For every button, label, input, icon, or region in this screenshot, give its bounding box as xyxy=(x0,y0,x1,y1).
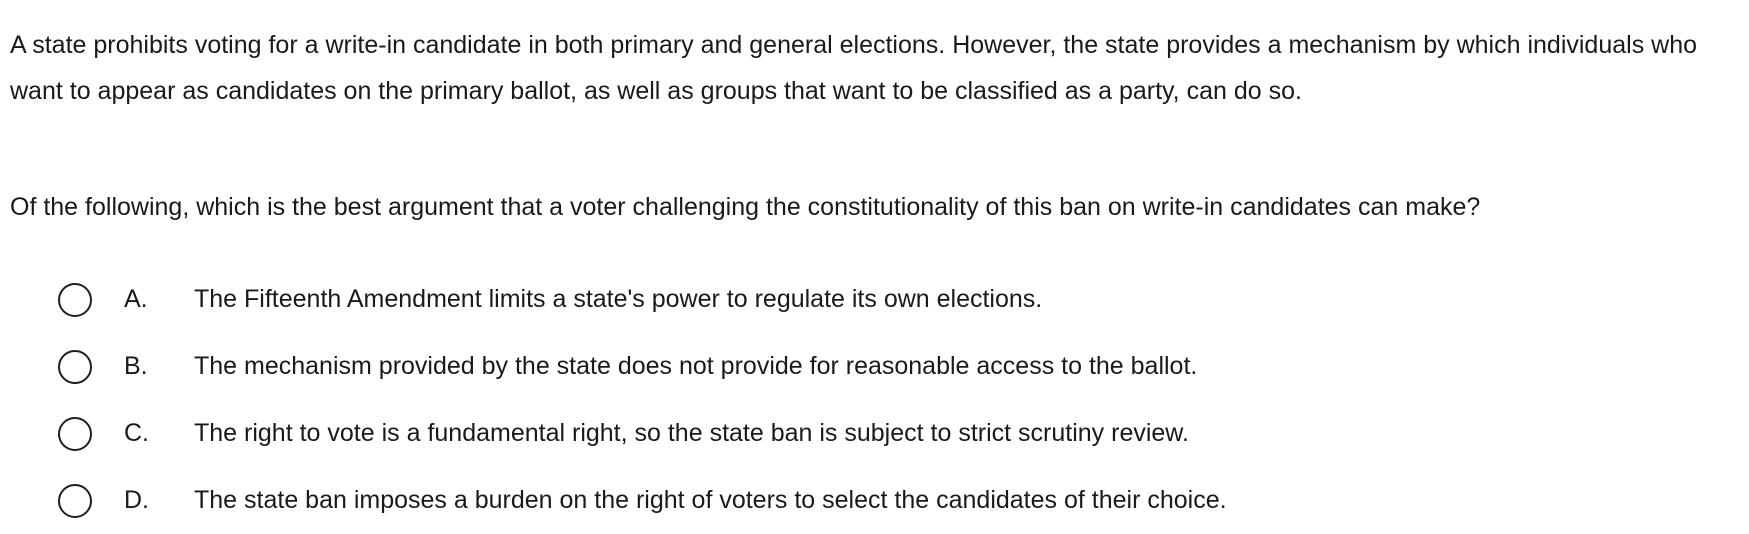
radio-unchecked-icon[interactable] xyxy=(58,282,92,317)
option-letter: B. xyxy=(124,352,148,380)
option-text[interactable]: The mechanism provided by the state does… xyxy=(194,352,1198,380)
option-a[interactable]: A. The Fifteenth Amendment limits a stat… xyxy=(58,266,1227,333)
option-letter: C. xyxy=(124,419,149,447)
option-text[interactable]: The Fifteenth Amendment limits a state's… xyxy=(194,285,1043,313)
option-letter: A. xyxy=(124,285,148,313)
option-letter: D. xyxy=(124,486,149,514)
question-stem: A state prohibits voting for a write-in … xyxy=(10,31,1697,105)
option-c[interactable]: C. The right to vote is a fundamental ri… xyxy=(58,400,1227,467)
radio-unchecked-icon[interactable] xyxy=(58,483,92,518)
radio-unchecked-icon[interactable] xyxy=(58,349,92,384)
radio-unchecked-icon[interactable] xyxy=(58,416,92,451)
option-d[interactable]: D. The state ban imposes a burden on the… xyxy=(58,467,1227,534)
option-text[interactable]: The state ban imposes a burden on the ri… xyxy=(194,486,1227,514)
option-text[interactable]: The right to vote is a fundamental right… xyxy=(194,419,1189,447)
option-b[interactable]: B. The mechanism provided by the state d… xyxy=(58,333,1227,400)
question-prompt: Of the following, which is the best argu… xyxy=(10,193,1481,221)
answer-options: A. The Fifteenth Amendment limits a stat… xyxy=(58,266,1227,534)
